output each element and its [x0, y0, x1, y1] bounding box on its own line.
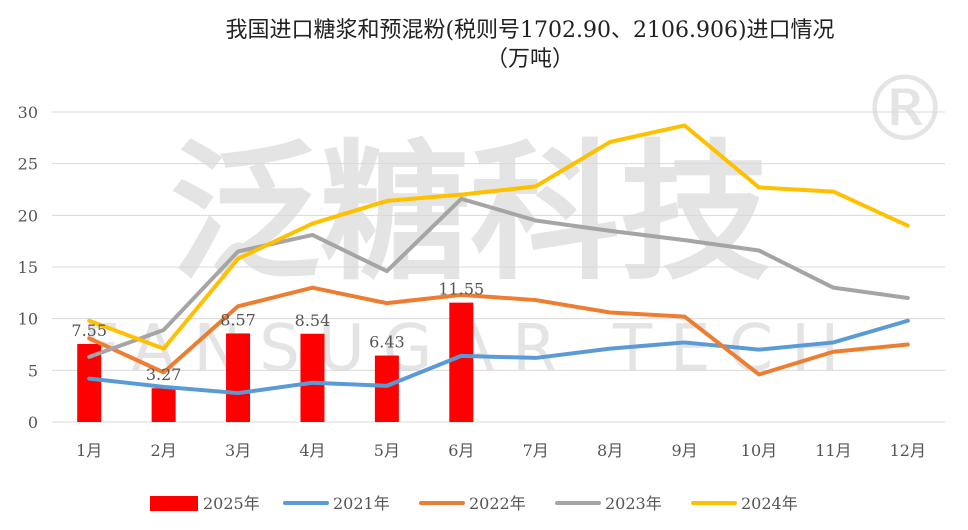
series-line-2021年	[87, 318, 910, 396]
bar-2025	[300, 333, 325, 422]
legend-label: 2022年	[469, 494, 526, 513]
x-tick-label: 2月	[151, 441, 177, 460]
series-line-2022年	[87, 285, 910, 377]
x-tick-label: 7月	[523, 441, 549, 460]
bar-2025	[374, 355, 399, 422]
y-tick-label: 5	[28, 361, 38, 380]
y-tick-label: 30	[18, 103, 38, 122]
series-line-2023年	[87, 196, 910, 359]
x-tick-label: 1月	[76, 441, 102, 460]
y-tick-label: 15	[18, 258, 38, 277]
chart-subtitle: （万吨）	[486, 47, 574, 72]
y-tick-label: 10	[18, 310, 38, 329]
legend-label: 2023年	[605, 494, 662, 513]
legend-label: 2021年	[333, 494, 390, 513]
x-tick-label: 10月	[741, 441, 777, 460]
x-tick-label: 5月	[374, 441, 400, 460]
watermark-mark: ®	[860, 57, 950, 162]
legend-label: 2024年	[741, 494, 798, 513]
bar-data-label: 6.43	[369, 333, 405, 352]
x-tick-label: 6月	[448, 441, 474, 460]
bar-data-label: 8.57	[220, 310, 256, 329]
x-tick-label: 11月	[815, 441, 851, 460]
bar-data-label: 7.55	[71, 321, 107, 340]
watermark-cn: 泛糖科技	[170, 127, 770, 301]
series-line-2024年	[87, 123, 910, 351]
bar-data-label: 11.55	[438, 280, 484, 299]
x-tick-label: 9月	[671, 441, 697, 460]
x-tick-label: 8月	[597, 441, 623, 460]
chart-title: 我国进口糖浆和预混粉(税则号1702.90、2106.906)进口情况	[225, 18, 834, 43]
x-tick-label: 12月	[890, 441, 926, 460]
y-tick-label: 0	[28, 413, 38, 432]
bar-data-label: 3.27	[146, 365, 182, 384]
bar-2025	[226, 333, 251, 422]
bar-2025	[449, 302, 474, 422]
y-tick-label: 20	[18, 206, 38, 225]
y-tick-label: 25	[18, 155, 38, 174]
bar-data-label: 8.54	[295, 311, 331, 330]
watermark: 泛糖科技 FANSUGAR TECH ®	[83, 57, 950, 386]
x-tick-label: 4月	[299, 441, 325, 460]
x-tick-label: 3月	[225, 441, 251, 460]
legend-swatch	[150, 496, 198, 511]
bar-2025	[151, 388, 176, 422]
legend-label: 2025年	[203, 494, 260, 513]
